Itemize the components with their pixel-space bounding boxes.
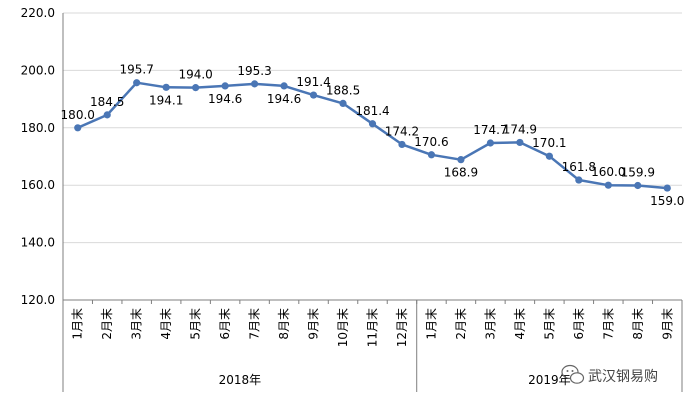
x-category-label: 4月末 — [159, 308, 173, 340]
data-label: 194.6 — [267, 92, 301, 106]
group-label: 2018年 — [219, 373, 262, 387]
x-category-label: 2月末 — [100, 308, 114, 340]
data-point — [74, 124, 82, 132]
x-category-label: 6月末 — [572, 308, 586, 340]
wechat-icon — [561, 364, 585, 384]
y-axis-ticks: 120.0 140.0 160.0 180.0 200.0 220.0 — [21, 6, 55, 307]
data-label: 170.1 — [532, 136, 566, 150]
data-label: 184.5 — [90, 95, 124, 109]
data-label: 194.6 — [208, 92, 242, 106]
data-point — [427, 151, 436, 159]
data-point — [162, 83, 170, 91]
data-point — [604, 181, 612, 189]
data-point — [221, 82, 229, 90]
data-point — [663, 184, 671, 192]
data-point — [545, 152, 553, 160]
data-point — [133, 79, 141, 87]
x-category-label: 7月末 — [601, 308, 615, 340]
data-point — [634, 181, 642, 190]
x-category-label: 1月末 — [424, 308, 438, 340]
data-label: 174.2 — [385, 124, 419, 138]
data-label: 159.9 — [621, 165, 655, 179]
data-point — [575, 176, 583, 184]
data-point — [309, 91, 318, 99]
x-category-label: 9月末 — [660, 308, 674, 340]
x-category-label: 3月末 — [483, 308, 497, 340]
grid — [63, 12, 682, 244]
data-label: 161.8 — [562, 160, 596, 174]
watermark-text: 武汉钢易购 — [588, 369, 658, 385]
series — [74, 79, 671, 192]
data-label: 195.3 — [237, 64, 271, 78]
data-label: 188.5 — [326, 83, 360, 97]
x-category-label: 11月末 — [366, 308, 380, 347]
axes — [62, 13, 683, 392]
y-tick-label: 220.0 — [21, 6, 55, 20]
y-tick-label: 120.0 — [21, 293, 55, 307]
x-category-label: 4月末 — [513, 308, 527, 340]
x-category-label: 1月末 — [71, 308, 85, 340]
x-category-label: 8月末 — [631, 308, 645, 340]
x-category-label: 12月末 — [395, 308, 409, 347]
data-label: 181.4 — [355, 104, 389, 118]
x-axis-categories: 1月末 2月末 3月末 4月末 5月末 6月末 7月末 8月末 9月末 10月末 11月末 12月末 1… — [71, 308, 675, 347]
data-label: 159.0 — [650, 194, 684, 208]
data-point — [486, 139, 495, 147]
data-label: 180.0 — [61, 108, 95, 122]
x-axis-groups: 2018年 2019年 — [219, 373, 571, 387]
data-label: 195.7 — [120, 63, 154, 77]
data-point — [192, 84, 200, 92]
data-point — [516, 138, 524, 147]
x-category-label: 9月末 — [307, 308, 321, 340]
data-point — [398, 140, 406, 149]
watermark: 武汉钢易购 — [561, 364, 658, 385]
data-label: 174.9 — [503, 122, 537, 136]
x-category-label: 3月末 — [130, 308, 144, 340]
data-point — [280, 82, 288, 90]
x-category-label: 2月末 — [454, 308, 468, 340]
data-point — [103, 111, 111, 119]
data-label: 174.7 — [473, 123, 507, 137]
data-label: 168.9 — [444, 166, 478, 180]
data-point — [457, 156, 465, 164]
x-category-label: 7月末 — [248, 308, 262, 340]
x-category-label: 5月末 — [542, 308, 556, 340]
data-label: 191.4 — [296, 75, 330, 89]
data-label: 194.1 — [149, 93, 183, 107]
data-point — [368, 120, 377, 128]
x-category-label: 8月末 — [277, 308, 291, 340]
x-category-label: 5月末 — [189, 308, 203, 340]
x-category-label: 10月末 — [336, 308, 350, 347]
y-tick-label: 180.0 — [21, 121, 55, 135]
x-category-label: 6月末 — [218, 308, 232, 340]
data-label: 170.6 — [414, 135, 448, 149]
data-point — [339, 99, 347, 108]
y-tick-label: 140.0 — [21, 236, 55, 250]
group-label: 2019年 — [528, 373, 571, 387]
y-tick-label: 200.0 — [21, 63, 55, 77]
data-point — [250, 80, 259, 88]
y-tick-label: 160.0 — [21, 178, 55, 192]
data-label: 160.0 — [591, 165, 625, 179]
data-label: 194.0 — [178, 68, 212, 82]
